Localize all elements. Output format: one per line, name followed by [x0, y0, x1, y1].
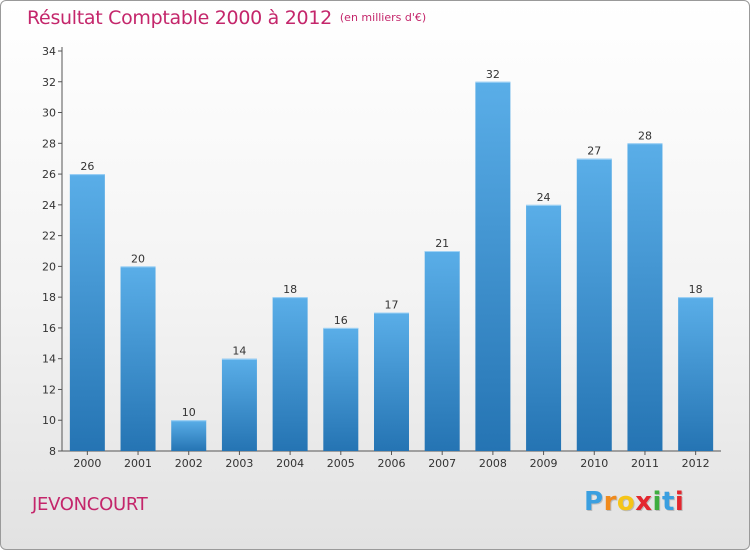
- bar: [424, 251, 460, 451]
- y-tick-label: 28: [42, 137, 56, 150]
- bar-value-label: 28: [638, 129, 652, 142]
- x-tick-label: 2009: [530, 457, 558, 470]
- y-tick-label: 16: [42, 322, 56, 335]
- x-tick-label: 2002: [175, 457, 203, 470]
- y-tick-label: 10: [42, 414, 56, 427]
- bar-value-label: 21: [435, 237, 449, 250]
- chart-title: Résultat Comptable 2000 à 2012 (en millie…: [27, 7, 426, 29]
- bar-value-label: 26: [80, 160, 94, 173]
- bar-value-label: 17: [385, 299, 399, 312]
- x-tick-label: 2001: [124, 457, 152, 470]
- y-tick-label: 20: [42, 260, 56, 273]
- logo-letter: t: [661, 487, 675, 517]
- x-tick-label: 2012: [682, 457, 710, 470]
- logo-letter: x: [635, 487, 653, 517]
- bar-value-label: 24: [537, 191, 551, 204]
- bar-value-label: 32: [486, 68, 500, 81]
- chart-title-text: Résultat Comptable 2000 à 2012: [27, 7, 332, 29]
- bar: [221, 358, 257, 451]
- logo-letter: o: [616, 487, 636, 517]
- bar: [272, 297, 308, 451]
- logo-letter: i: [674, 487, 685, 517]
- bar-value-label: 20: [131, 252, 145, 265]
- chart-subtitle: (en milliers d'€): [339, 11, 427, 24]
- bar-value-label: 18: [689, 283, 703, 296]
- y-tick-label: 8: [49, 445, 56, 458]
- bar-value-label: 14: [232, 345, 246, 358]
- x-tick-label: 2000: [73, 457, 101, 470]
- bar: [576, 158, 612, 451]
- x-tick-label: 2010: [580, 457, 608, 470]
- bar-value-label: 16: [334, 314, 348, 327]
- bar: [120, 266, 156, 451]
- bar: [627, 143, 663, 452]
- bar-value-label: 10: [182, 406, 196, 419]
- y-tick-label: 26: [42, 168, 56, 181]
- y-tick-label: 14: [42, 353, 56, 366]
- bar: [374, 312, 409, 451]
- logo-letter: P: [584, 487, 604, 517]
- x-tick-label: 2007: [428, 457, 456, 470]
- logo-letter: i: [652, 487, 662, 517]
- x-tick-label: 2006: [378, 457, 406, 470]
- bar: [171, 420, 207, 451]
- y-tick-label: 24: [42, 199, 56, 212]
- bar: [323, 327, 359, 451]
- bar: [526, 204, 562, 451]
- bar: [69, 174, 105, 452]
- x-tick-label: 2005: [327, 457, 355, 470]
- town-name: JEVONCOURT: [32, 494, 148, 515]
- x-tick-label: 2004: [276, 457, 304, 470]
- x-tick-label: 2003: [225, 457, 253, 470]
- bar-value-label: 18: [283, 283, 297, 296]
- x-tick-label: 2008: [479, 457, 507, 470]
- y-tick-label: 30: [42, 107, 56, 120]
- y-tick-label: 32: [42, 76, 56, 89]
- y-tick-label: 12: [42, 383, 56, 396]
- y-tick-label: 18: [42, 291, 56, 304]
- bar-value-label: 27: [587, 145, 601, 158]
- bar: [475, 81, 511, 452]
- proxiti-logo: Proxiti: [584, 487, 684, 517]
- bar: [678, 297, 714, 451]
- logo-letter: r: [603, 487, 617, 517]
- x-tick-label: 2011: [631, 457, 659, 470]
- y-tick-label: 34: [42, 45, 56, 58]
- y-tick-label: 22: [42, 230, 56, 243]
